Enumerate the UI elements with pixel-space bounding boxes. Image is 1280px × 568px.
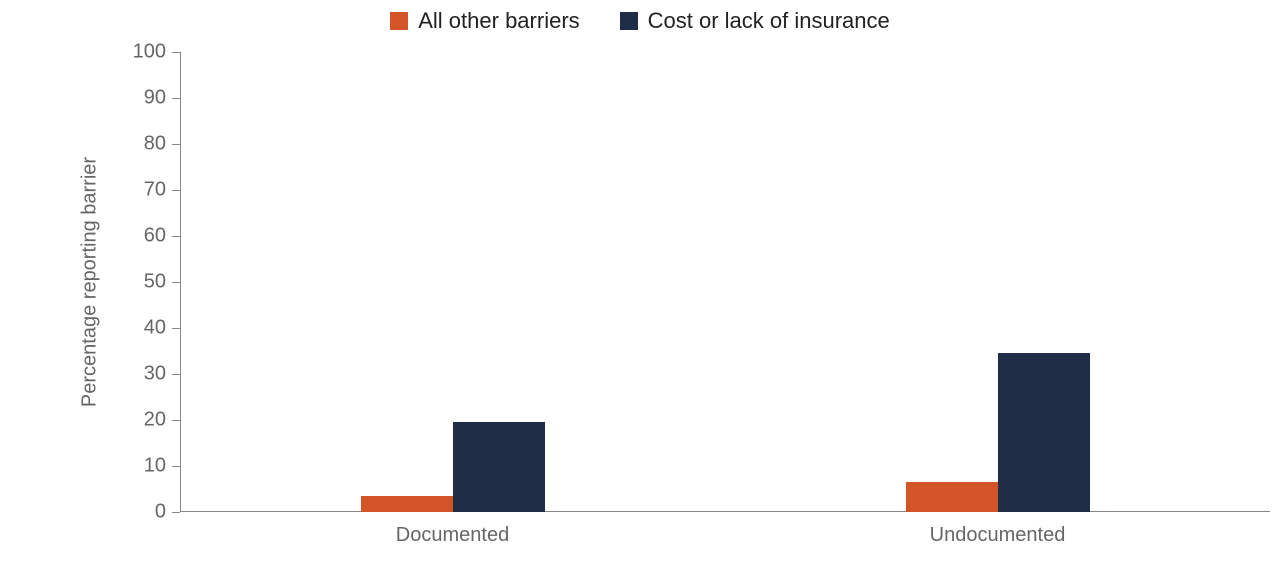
y-tick: [172, 512, 180, 513]
legend: All other barriers Cost or lack of insur…: [0, 8, 1280, 34]
x-tick-label: Documented: [396, 524, 509, 547]
y-tick-label: 80: [116, 133, 166, 156]
y-axis-title: Percentage reporting barrier: [79, 157, 102, 407]
y-tick-label: 70: [116, 179, 166, 202]
y-tick-label: 20: [116, 409, 166, 432]
y-tick-label: 50: [116, 271, 166, 294]
bar: [453, 422, 545, 512]
y-tick-label: 0: [116, 501, 166, 524]
y-tick-label: 10: [116, 455, 166, 478]
y-tick: [172, 190, 180, 191]
y-tick: [172, 282, 180, 283]
y-tick-label: 40: [116, 317, 166, 340]
y-tick-label: 90: [116, 87, 166, 110]
y-tick: [172, 98, 180, 99]
legend-label-0: All other barriers: [418, 8, 579, 34]
bars: [180, 52, 1270, 512]
y-tick: [172, 466, 180, 467]
bar: [906, 482, 998, 512]
y-tick: [172, 144, 180, 145]
chart-container: All other barriers Cost or lack of insur…: [0, 0, 1280, 568]
bar: [998, 353, 1090, 512]
legend-swatch-1: [620, 12, 638, 30]
legend-item-0: All other barriers: [390, 8, 579, 34]
y-tick-label: 100: [116, 41, 166, 64]
y-tick: [172, 374, 180, 375]
legend-label-1: Cost or lack of insurance: [648, 8, 890, 34]
y-tick: [172, 236, 180, 237]
legend-item-1: Cost or lack of insurance: [620, 8, 890, 34]
y-tick: [172, 328, 180, 329]
y-tick: [172, 420, 180, 421]
legend-swatch-0: [390, 12, 408, 30]
plot-area: 0102030405060708090100 Percentage report…: [180, 52, 1270, 512]
y-tick-label: 30: [116, 363, 166, 386]
bar: [361, 496, 453, 512]
y-tick: [172, 52, 180, 53]
y-tick-label: 60: [116, 225, 166, 248]
x-tick-label: Undocumented: [930, 524, 1066, 547]
